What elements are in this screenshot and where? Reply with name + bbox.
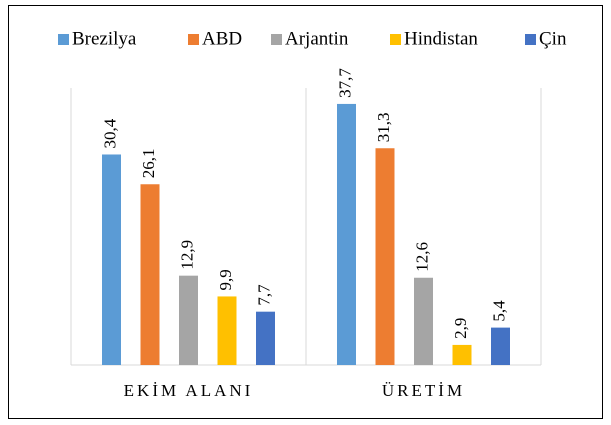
data-label: 9,9 bbox=[216, 269, 235, 290]
data-label: 37,7 bbox=[335, 68, 354, 98]
data-label: 5,4 bbox=[489, 300, 508, 322]
data-label: 7,7 bbox=[254, 284, 273, 306]
bar bbox=[452, 344, 472, 365]
bar bbox=[256, 311, 275, 365]
bar bbox=[179, 275, 198, 365]
legend-swatch bbox=[271, 34, 282, 45]
data-label: 31,3 bbox=[374, 112, 393, 142]
legend-swatch bbox=[390, 34, 401, 45]
data-label: 12,6 bbox=[412, 242, 431, 272]
legend-label: Brezilya bbox=[72, 28, 137, 49]
data-label: 26,1 bbox=[139, 149, 158, 179]
legend-label: Çin bbox=[539, 28, 567, 49]
bar bbox=[102, 154, 121, 365]
bar bbox=[217, 296, 237, 365]
legend-label: Hindistan bbox=[404, 28, 478, 49]
bar bbox=[337, 103, 356, 366]
bar bbox=[491, 327, 510, 365]
bar bbox=[375, 148, 395, 365]
legend-swatch bbox=[58, 34, 69, 45]
data-label: 12,9 bbox=[177, 240, 196, 270]
bar bbox=[414, 277, 433, 365]
x-tick-label: EKİM ALANI bbox=[124, 381, 254, 400]
data-label: 30,4 bbox=[100, 118, 119, 148]
legend-label: Arjantin bbox=[285, 28, 349, 49]
legend-swatch bbox=[188, 34, 199, 45]
legend-swatch bbox=[525, 34, 536, 45]
x-tick-label: ÜRETİM bbox=[382, 381, 465, 400]
legend-label: ABD bbox=[202, 28, 242, 49]
data-label: 2,9 bbox=[451, 318, 470, 339]
bar bbox=[140, 184, 160, 365]
